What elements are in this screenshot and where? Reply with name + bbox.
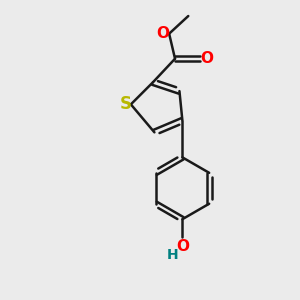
Text: O: O bbox=[176, 239, 189, 254]
Text: S: S bbox=[120, 95, 132, 113]
Text: O: O bbox=[200, 51, 213, 66]
Text: O: O bbox=[156, 26, 169, 41]
Text: H: H bbox=[167, 248, 179, 262]
